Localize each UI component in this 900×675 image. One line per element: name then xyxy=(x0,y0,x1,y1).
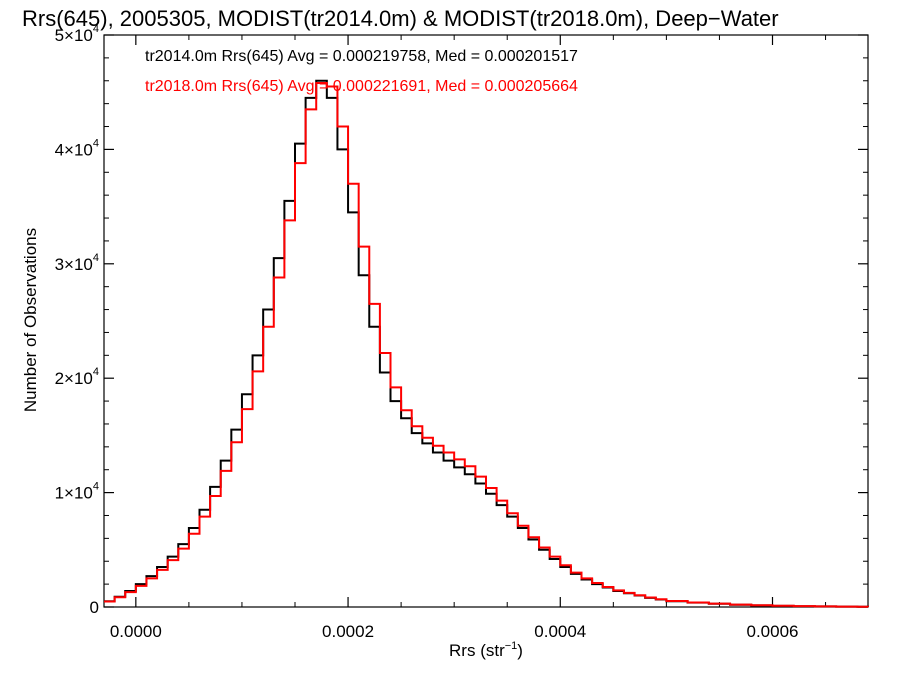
annotation-tr2018: tr2018.0m Rrs(645) Avg = 0.000221691, Me… xyxy=(145,78,578,95)
x-tick-label: 0.0000 xyxy=(110,622,162,641)
plot-frame xyxy=(103,34,869,608)
x-tick-label: 0.0004 xyxy=(534,622,586,641)
y-tick-label: 3×104 xyxy=(55,252,99,274)
y-tick-label-exponent: 4 xyxy=(93,366,99,378)
x-axis-label-superscript: −1 xyxy=(505,640,518,652)
series-line-tr2018 xyxy=(104,82,869,608)
x-axis: 0.0000 0.0002 0.0004 0.0006 xyxy=(110,35,827,641)
x-axis-label-close: ) xyxy=(517,641,523,660)
series-group xyxy=(104,79,869,608)
y-tick-label-exponent: 4 xyxy=(93,481,99,493)
y-tick-label-mantissa: 2×10 xyxy=(55,369,93,388)
chart-title: Rrs(645), 2005305, MODIST(tr2014.0m) & M… xyxy=(22,6,779,31)
y-axis-label: Number of Observations xyxy=(21,228,40,412)
y-tick-label-exponent: 4 xyxy=(93,23,99,35)
annotation-tr2014: tr2014.0m Rrs(645) Avg = 0.000219758, Me… xyxy=(145,48,578,65)
y-tick-label: 0 xyxy=(90,598,99,617)
y-tick-label-mantissa: 1×10 xyxy=(55,484,93,503)
x-axis-label: Rrs (str−1) xyxy=(449,640,523,660)
y-tick-label-mantissa: 4×10 xyxy=(55,140,93,159)
y-tick-label-mantissa: 3×10 xyxy=(55,255,93,274)
y-tick-label-exponent: 4 xyxy=(93,252,99,264)
y-tick-label: 5×104 xyxy=(55,23,99,45)
x-tick-label: 0.0006 xyxy=(747,622,799,641)
y-tick-label-mantissa: 5×10 xyxy=(55,26,93,45)
y-tick-label: 4×104 xyxy=(55,137,99,159)
y-tick-label: 1×104 xyxy=(55,481,99,503)
x-tick-label: 0.0002 xyxy=(322,622,374,641)
y-tick-label-exponent: 4 xyxy=(93,137,99,149)
x-axis-label-text: Rrs (str xyxy=(449,641,505,660)
y-tick-label: 2×104 xyxy=(55,366,99,388)
